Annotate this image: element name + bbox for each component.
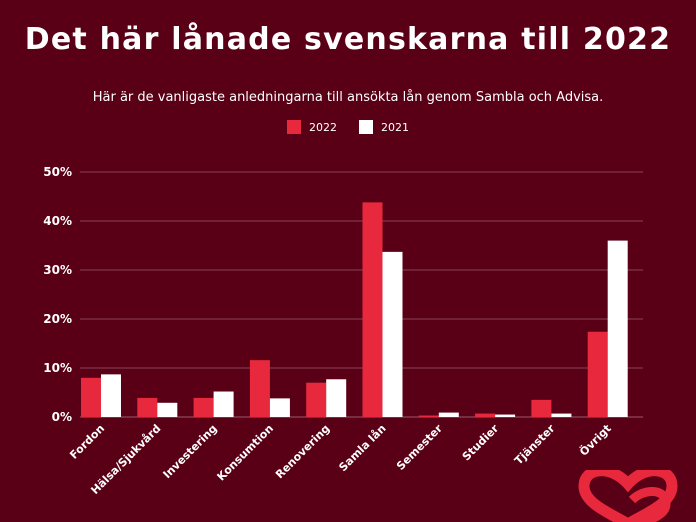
bar-2022 [137, 397, 158, 417]
x-tick-label: Fordon [67, 422, 107, 462]
legend-item-2022: 2022 [287, 120, 337, 134]
x-tick-label: Konsumtion [215, 422, 277, 484]
bar-2021 [551, 413, 572, 417]
y-tick-label: 0% [52, 410, 72, 424]
x-tick-label: Studier [460, 422, 502, 464]
y-tick-label: 20% [43, 312, 72, 326]
y-tick-label: 30% [43, 263, 72, 277]
x-tick-label: Samla lån [336, 422, 388, 474]
bar-2021 [382, 251, 403, 417]
y-tick-label: 50% [43, 165, 72, 179]
bar-2022 [81, 377, 101, 417]
x-tick-label: Tjänster [512, 422, 558, 468]
x-tick-label: Semester [394, 422, 445, 473]
bar-2022 [306, 382, 327, 417]
bar-2022 [587, 331, 608, 417]
bar-2021 [213, 391, 234, 417]
y-tick-label: 10% [43, 361, 72, 375]
x-tick-label: Renovering [273, 422, 332, 481]
bar-2021 [495, 414, 516, 417]
legend-swatch-2022 [287, 120, 301, 134]
legend-label-2021: 2021 [381, 120, 409, 134]
page-subtitle: Här är de vanligaste anledningarna till … [92, 90, 604, 105]
bar-2022 [475, 413, 496, 417]
bar-2022 [531, 399, 552, 417]
chart-legend: 2022 2021 [287, 119, 431, 135]
y-tick-label: 40% [43, 214, 72, 228]
legend-item-2021: 2021 [359, 120, 409, 134]
bar-2022 [193, 397, 214, 417]
bar-2021 [607, 240, 628, 417]
sambla-heart-logo-icon [578, 470, 678, 522]
legend-swatch-2021 [359, 120, 373, 134]
bar-2021 [438, 412, 459, 417]
x-tick-label: Övrigt [576, 421, 613, 458]
bar-2021 [326, 379, 347, 417]
bar-2021 [101, 374, 121, 417]
bar-2021 [157, 402, 178, 417]
page-title: Det här lånade svenskarna till 2022 [24, 22, 672, 57]
bar-2021 [269, 398, 290, 417]
bar-2022 [362, 202, 383, 417]
legend-label-2022: 2022 [309, 120, 337, 134]
bar-2022 [418, 415, 439, 417]
x-tick-label: Investering [161, 422, 220, 481]
bar-2022 [249, 360, 270, 417]
